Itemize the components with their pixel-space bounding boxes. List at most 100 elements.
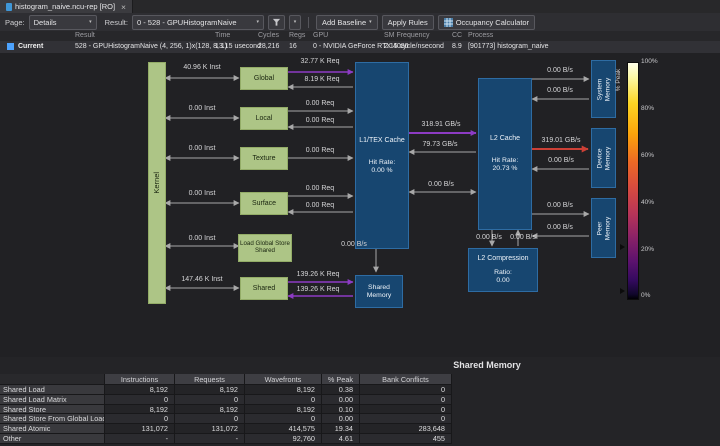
col-time: Time — [215, 32, 231, 39]
table-cell: 131,072 — [105, 424, 175, 434]
table-cell: 0 — [175, 395, 245, 405]
row-label-shared-load: Shared Load — [0, 385, 105, 395]
flow-label-l1-l2-out: 318.91 GB/s — [421, 121, 461, 128]
chevron-down-icon: ▾ — [256, 19, 259, 25]
peer-memory-box: Peer Memory — [591, 198, 616, 258]
flow-label-global-l1-out: 32.77 K Req — [300, 58, 340, 65]
result-select[interactable]: 0 - 528 - GPUHistogramNaive ▾ — [131, 14, 264, 30]
flow-label-l2-peer-out: 0.00 B/s — [547, 202, 573, 209]
table-cell: 283,648 — [360, 424, 452, 434]
flow-label-shared-shm-out: 139.26 K Req — [296, 271, 340, 278]
col-cc: CC — [452, 32, 463, 39]
table-cell: 0 — [105, 414, 175, 425]
l2-hit-rate-value: 20.73 % — [492, 165, 518, 172]
close-icon[interactable]: × — [121, 1, 127, 12]
flow-label-l1-shm: 0.00 B/s — [341, 241, 367, 248]
shared-box: Shared — [240, 277, 288, 300]
scale-tick: 60% — [641, 152, 655, 159]
flow-label-l1-l2-in: 79.73 GB/s — [422, 141, 458, 148]
col-cycles: Cycles — [258, 32, 280, 39]
apply-rules-button[interactable]: Apply Rules — [381, 14, 434, 30]
filter-dropdown-button[interactable]: ▾ — [288, 14, 301, 30]
table-cell: 0 — [245, 395, 322, 405]
shared-memory-box: Shared Memory — [355, 275, 403, 308]
page-label: Page: — [5, 17, 25, 27]
table-cell: 0.00 — [322, 414, 360, 425]
flow-label-l2-sys-out: 0.00 B/s — [547, 67, 573, 74]
system-memory-label: System Memory — [596, 77, 611, 101]
add-baseline-button[interactable]: Add Baseline ▾ — [315, 14, 378, 30]
scale-tick: 100% — [641, 58, 658, 65]
flow-label-kernel-lgsts: 0.00 Inst — [188, 235, 216, 242]
flow-label-l2-device-out: 319.01 GB/s — [541, 137, 581, 144]
sm-frequency-value: 2.15 cycle/nsecond — [384, 43, 444, 50]
table-cell: 0 — [360, 405, 452, 415]
scale-tick: 40% — [641, 199, 655, 206]
tab-histogram-naive-report[interactable]: histogram_naive.ncu-rep [RO] × — [0, 0, 134, 13]
col-header-requests: Requests — [175, 374, 245, 385]
col-sm-frequency: SM Frequency — [384, 32, 430, 39]
table-cell: 131,072 — [175, 424, 245, 434]
row-label-other: Other — [0, 433, 105, 444]
l2-compression-ratio-label: Ratio: — [494, 269, 512, 276]
regs-value: 16 — [289, 43, 297, 50]
l1-hit-rate-value: 0.00 % — [371, 166, 393, 174]
flow-label-l2-device-in: 0.00 B/s — [548, 157, 574, 164]
occupancy-calculator-icon — [443, 17, 453, 27]
chevron-down-icon: ▾ — [369, 19, 372, 25]
col-header-peak: % Peak — [322, 374, 360, 385]
scale-tick: 80% — [641, 105, 655, 112]
table-cell: - — [175, 434, 245, 444]
occupancy-calculator-button[interactable]: Occupancy Calculator — [437, 14, 536, 30]
current-label: Current — [18, 43, 44, 50]
table-cell: 0.38 — [322, 385, 360, 395]
flow-label-l2-peer-in: 0.00 B/s — [547, 224, 573, 231]
result-label: Result: — [104, 17, 128, 27]
peak-color-scale — [627, 62, 639, 300]
table-cell: 0 — [360, 414, 452, 425]
table-cell: 0 — [105, 395, 175, 405]
table-cell: 92,760 — [245, 434, 322, 444]
table-cell: 8,192 — [175, 385, 245, 395]
flow-label-l2-compression-in: 0.00 B/s — [510, 234, 536, 241]
tab-title: histogram_naive.ncu-rep [RO] — [15, 2, 116, 11]
flow-label-global-l1-in: 8.19 K Req — [304, 76, 340, 83]
table-cell: 0 — [360, 395, 452, 405]
flow-label-l1-l2-atomic: 0.00 B/s — [428, 181, 454, 188]
flow-label-surface-l1-out: 0.00 Req — [305, 185, 335, 192]
flow-label-texture-l1: 0.00 Req — [305, 147, 335, 154]
l2-compression-box: L2 Compression Ratio: 0.00 — [468, 248, 538, 292]
flow-label-kernel-local: 0.00 Inst — [188, 105, 216, 112]
page-select[interactable]: Details ▾ — [28, 14, 97, 30]
flow-label-shared-shm-in: 139.26 K Req — [296, 286, 340, 293]
table-cell: 0 — [360, 385, 452, 395]
system-memory-box: System Memory — [591, 60, 616, 118]
col-header-instructions: Instructions — [105, 374, 175, 385]
l2-hit-rate-label: Hit Rate: — [491, 157, 519, 164]
flow-label-local-l1-out: 0.00 Req — [305, 100, 335, 107]
flow-label-l2-compression-out: 0.00 B/s — [476, 234, 502, 241]
baseline-color-swatch — [7, 43, 14, 50]
table-cell: 4.61 — [322, 434, 360, 444]
col-header-wavefronts: Wavefronts — [245, 374, 322, 385]
kernel-box: Kernel — [148, 62, 166, 304]
filter-icon — [272, 18, 281, 26]
flow-label-surface-l1-in: 0.00 Req — [305, 202, 335, 209]
filter-button[interactable] — [267, 14, 285, 30]
gpu-value: 0 - NVIDIA GeForce RTX 4080 — [313, 43, 409, 50]
l1-title: L1/TEX Cache — [359, 136, 405, 144]
result-summary-header: Result Time Cycles Regs GPU SM Frequency… — [0, 31, 720, 41]
toolbar: Page: Details ▾ Result: 0 - 528 - GPUHis… — [0, 13, 720, 32]
local-box: Local — [240, 107, 288, 130]
shared-memory-box-label: Shared Memory — [366, 283, 392, 299]
l1-hit-rate-label: Hit Rate: — [368, 158, 396, 166]
chevron-down-icon: ▾ — [293, 19, 297, 25]
col-process: Process — [468, 32, 494, 39]
l2-compression-ratio-value: 0.00 — [496, 277, 510, 284]
shared-memory-table-title: Shared Memory — [453, 360, 521, 370]
cc-value: 8.9 — [452, 43, 462, 50]
device-memory-label: Device Memory — [596, 146, 611, 170]
table-corner — [0, 374, 105, 385]
col-gpu: GPU — [313, 32, 329, 39]
